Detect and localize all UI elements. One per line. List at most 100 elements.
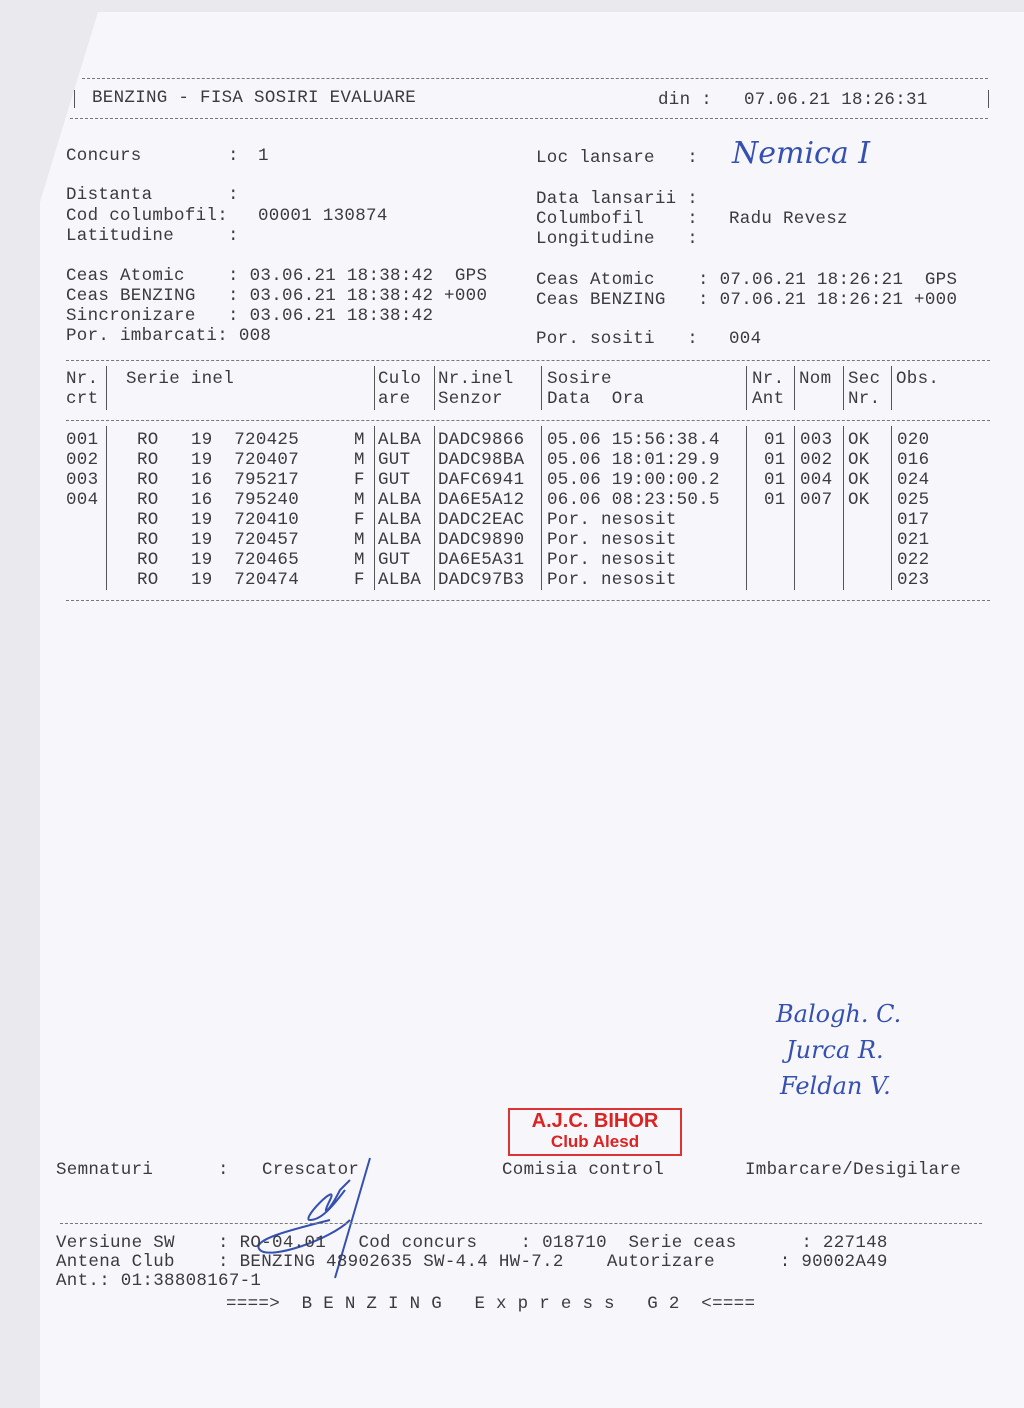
cell-serie: RO 16 795217 <box>137 470 300 490</box>
cell-serie: RO 19 720457 <box>137 530 300 550</box>
cell-obs: 020 <box>897 430 930 450</box>
column-header: Ant <box>752 389 785 409</box>
date-label: din : <box>658 90 713 110</box>
cell-sex: M <box>354 550 365 570</box>
distanta-label: Distanta : <box>66 185 239 205</box>
cell-culoare: GUT <box>378 550 411 570</box>
divider <box>988 90 989 108</box>
crescator-signature <box>257 1157 371 1279</box>
document-title: BENZING - FISA SOSIRI EVALUARE <box>92 88 417 108</box>
cell-senzor: DA6E5A12 <box>438 490 525 510</box>
columbofil-value: Radu Revesz <box>729 209 848 229</box>
cell-sex: M <box>354 450 365 470</box>
column-header: Sosire <box>547 369 612 389</box>
column-separator <box>794 366 795 410</box>
cell-sec: OK <box>848 430 870 450</box>
cell-culoare: ALBA <box>378 570 422 590</box>
cell-serie: RO 19 720465 <box>137 550 300 570</box>
cell-senzor: DAFC6941 <box>438 470 525 490</box>
column-header: Nr. <box>752 369 785 389</box>
cell-obs: 016 <box>897 450 930 470</box>
column-header: Nr.inel <box>438 369 514 389</box>
column-separator <box>746 366 747 410</box>
cell-culoare: ALBA <box>378 490 422 510</box>
divider <box>70 118 988 119</box>
right-clock-atomic: Ceas Atomic : 07.06.21 18:26:21 GPS <box>536 270 958 290</box>
column-separator <box>106 426 107 590</box>
column-header: Nr. <box>848 389 881 409</box>
por-sositi-value: 004 <box>729 329 762 349</box>
left-clock-atomic: Ceas Atomic : 03.06.21 18:38:42 GPS <box>66 266 488 286</box>
cell-serie: RO 16 795240 <box>137 490 300 510</box>
cell-nom: 002 <box>800 450 833 470</box>
cell-obs: 022 <box>897 550 930 570</box>
latitudine-label: Latitudine : <box>66 226 239 246</box>
cell-senzor: DADC2EAC <box>438 510 525 530</box>
divider <box>74 90 75 108</box>
cell-nr: 002 <box>66 450 99 470</box>
table-divider <box>66 600 990 601</box>
cell-sex: F <box>354 510 365 530</box>
column-separator <box>794 426 795 590</box>
column-separator <box>746 426 747 590</box>
por-sositi-label: Por. sositi : <box>536 329 699 349</box>
cell-sosire: Por. nesosit <box>547 510 677 530</box>
cell-ant: 01 <box>764 430 786 450</box>
cell-obs: 017 <box>897 510 930 530</box>
column-separator <box>434 366 435 410</box>
column-separator <box>843 366 844 410</box>
cell-serie: RO 19 720407 <box>137 450 300 470</box>
cell-obs: 024 <box>897 470 930 490</box>
footer-line: Versiune SW : RO-04.01 Cod concurs : 018… <box>56 1233 888 1253</box>
cell-obs: 023 <box>897 570 930 590</box>
handwritten-name: Feldan V. <box>780 1072 891 1100</box>
crescator-label: Crescator <box>262 1160 360 1180</box>
right-clock-benzing: Ceas BENZING : 07.06.21 18:26:21 +000 <box>536 290 958 310</box>
cell-ant: 01 <box>764 490 786 510</box>
column-header: Culo <box>378 369 422 389</box>
column-separator <box>891 366 892 410</box>
cell-ant: 01 <box>764 450 786 470</box>
cell-nr: 004 <box>66 490 99 510</box>
cell-nom: 003 <box>800 430 833 450</box>
cell-sosire: 05.06 15:56:38.4 <box>547 430 720 450</box>
cell-nom: 004 <box>800 470 833 490</box>
left-clock-benzing: Ceas BENZING : 03.06.21 18:38:42 +000 <box>66 286 488 306</box>
cell-sex: F <box>354 470 365 490</box>
column-header: crt <box>66 389 99 409</box>
por-imbarcati: Por. imbarcati: 008 <box>66 326 272 346</box>
cell-senzor: DA6E5A31 <box>438 550 525 570</box>
stamp-line: Club Alesd <box>550 1132 640 1151</box>
cell-sex: M <box>354 490 365 510</box>
comisia-label: Comisia control <box>502 1160 665 1180</box>
loc-lansare-handwritten: Nemica I <box>732 136 871 171</box>
longitudine-label: Longitudine : <box>536 229 699 249</box>
column-header: Nom <box>799 369 832 389</box>
club-stamp: A.J.C. BIHOR Club Alesd <box>508 1108 682 1156</box>
cell-nom: 007 <box>800 490 833 510</box>
left-clock-sync: Sincronizare : 03.06.21 18:38:42 <box>66 306 434 326</box>
cell-culoare: GUT <box>378 450 411 470</box>
cod-columbofil-value: 00001 130874 <box>258 206 388 226</box>
cell-sec: OK <box>848 470 870 490</box>
column-header: Senzor <box>438 389 503 409</box>
cell-senzor: DADC97B3 <box>438 570 525 590</box>
handwritten-name: Balogh. C. <box>776 1000 902 1028</box>
concurs-label: Concurs : <box>66 146 239 166</box>
cell-sec: OK <box>848 450 870 470</box>
cell-sosire: 05.06 19:00:00.2 <box>547 470 720 490</box>
semnaturi-label: Semnaturi : <box>56 1160 229 1180</box>
table-divider <box>66 420 990 421</box>
loc-lansare-label: Loc lansare : <box>536 148 699 168</box>
cell-culoare: GUT <box>378 470 411 490</box>
column-header: Sec <box>848 369 881 389</box>
cod-columbofil-label: Cod columbofil: <box>66 206 229 226</box>
cell-obs: 021 <box>897 530 930 550</box>
cell-sosire: 05.06 18:01:29.9 <box>547 450 720 470</box>
concurs-value: 1 <box>258 146 269 166</box>
divider <box>60 1223 982 1224</box>
column-header: are <box>378 389 411 409</box>
cell-obs: 025 <box>897 490 930 510</box>
table-divider <box>66 360 990 361</box>
column-header: Serie inel <box>126 369 235 389</box>
